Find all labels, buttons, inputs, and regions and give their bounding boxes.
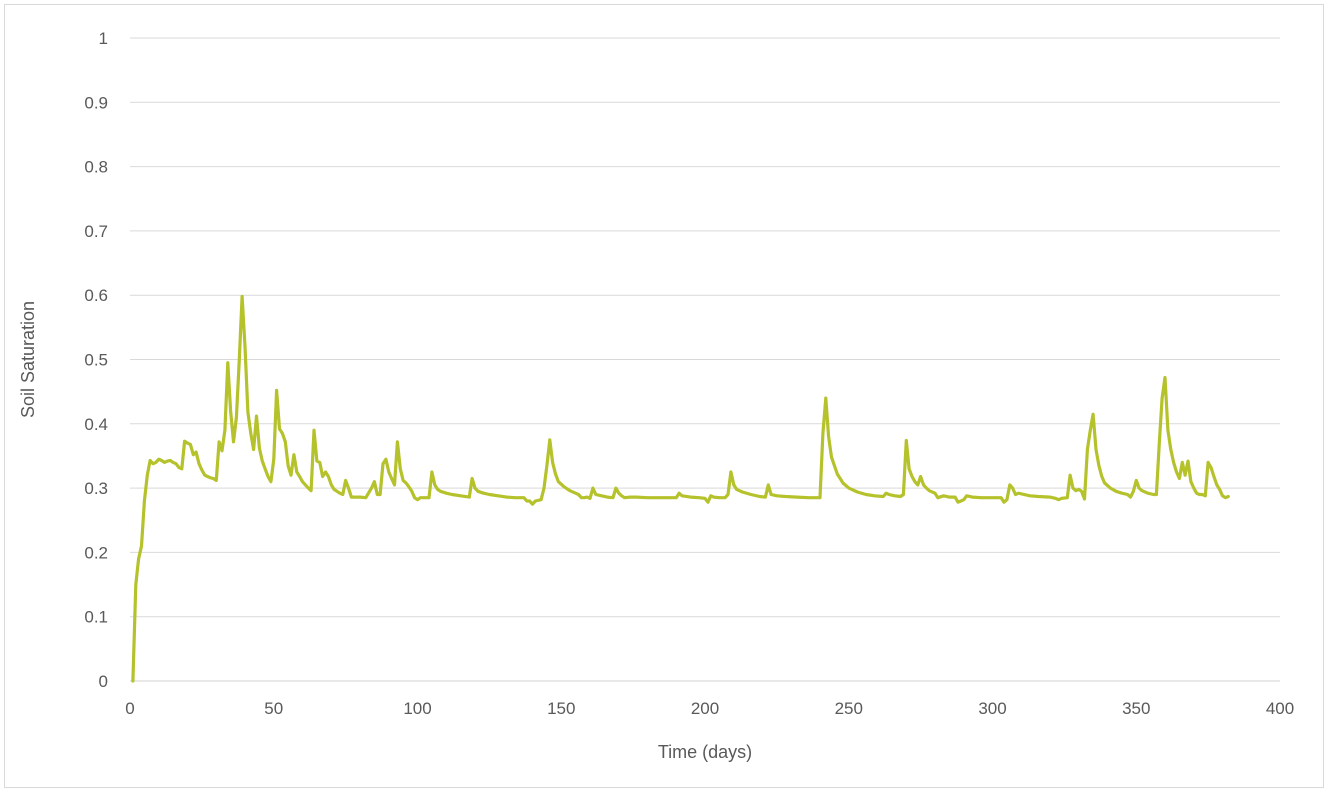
x-tick-label: 0 [125,699,134,718]
y-tick-label: 0.2 [84,543,108,562]
y-tick-label: 0.3 [84,479,108,498]
x-tick-label: 300 [978,699,1006,718]
x-tick-label: 350 [1122,699,1150,718]
series-line-0 [131,294,1230,683]
series-group [131,294,1230,683]
y-axis-tick-labels: 0 0.1 0.2 0.3 0.4 0.5 0.6 0.7 0.8 0.9 1 [84,29,108,691]
y-tick-label: 0 [99,672,108,691]
x-tick-label: 100 [403,699,431,718]
x-tick-label: 200 [691,699,719,718]
gridlines [130,37,1280,618]
x-tick-label: 250 [835,699,863,718]
y-tick-label: 0.7 [84,222,108,241]
x-tick-label: 50 [264,699,283,718]
x-axis-title: Time (days) [658,742,752,762]
chart-area [4,4,1324,788]
y-tick-label: 0.9 [84,93,108,112]
y-tick-label: 0.5 [84,351,108,370]
x-axis-tick-labels: 0 50 100 150 200 250 300 350 400 [125,699,1294,718]
y-axis-title: Soil Saturation [18,301,38,418]
y-tick-label: 1 [99,29,108,48]
x-tick-label: 150 [547,699,575,718]
y-tick-label: 0.8 [84,158,108,177]
y-tick-label: 0.1 [84,608,108,627]
y-tick-label: 0.6 [84,286,108,305]
x-tick-label: 400 [1266,699,1294,718]
y-tick-label: 0.4 [84,415,108,434]
